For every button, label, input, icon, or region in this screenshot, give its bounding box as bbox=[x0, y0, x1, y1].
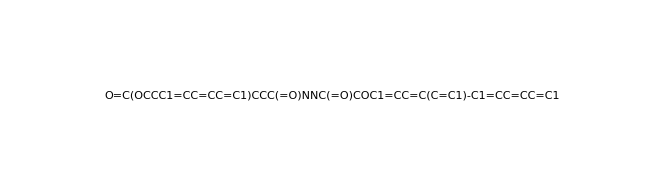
Text: O=C(OCCC1=CC=CC=C1)CCC(=O)NNC(=O)COC1=CC=C(C=C1)-C1=CC=CC=C1: O=C(OCCC1=CC=CC=C1)CCC(=O)NNC(=O)COC1=CC… bbox=[105, 91, 560, 101]
